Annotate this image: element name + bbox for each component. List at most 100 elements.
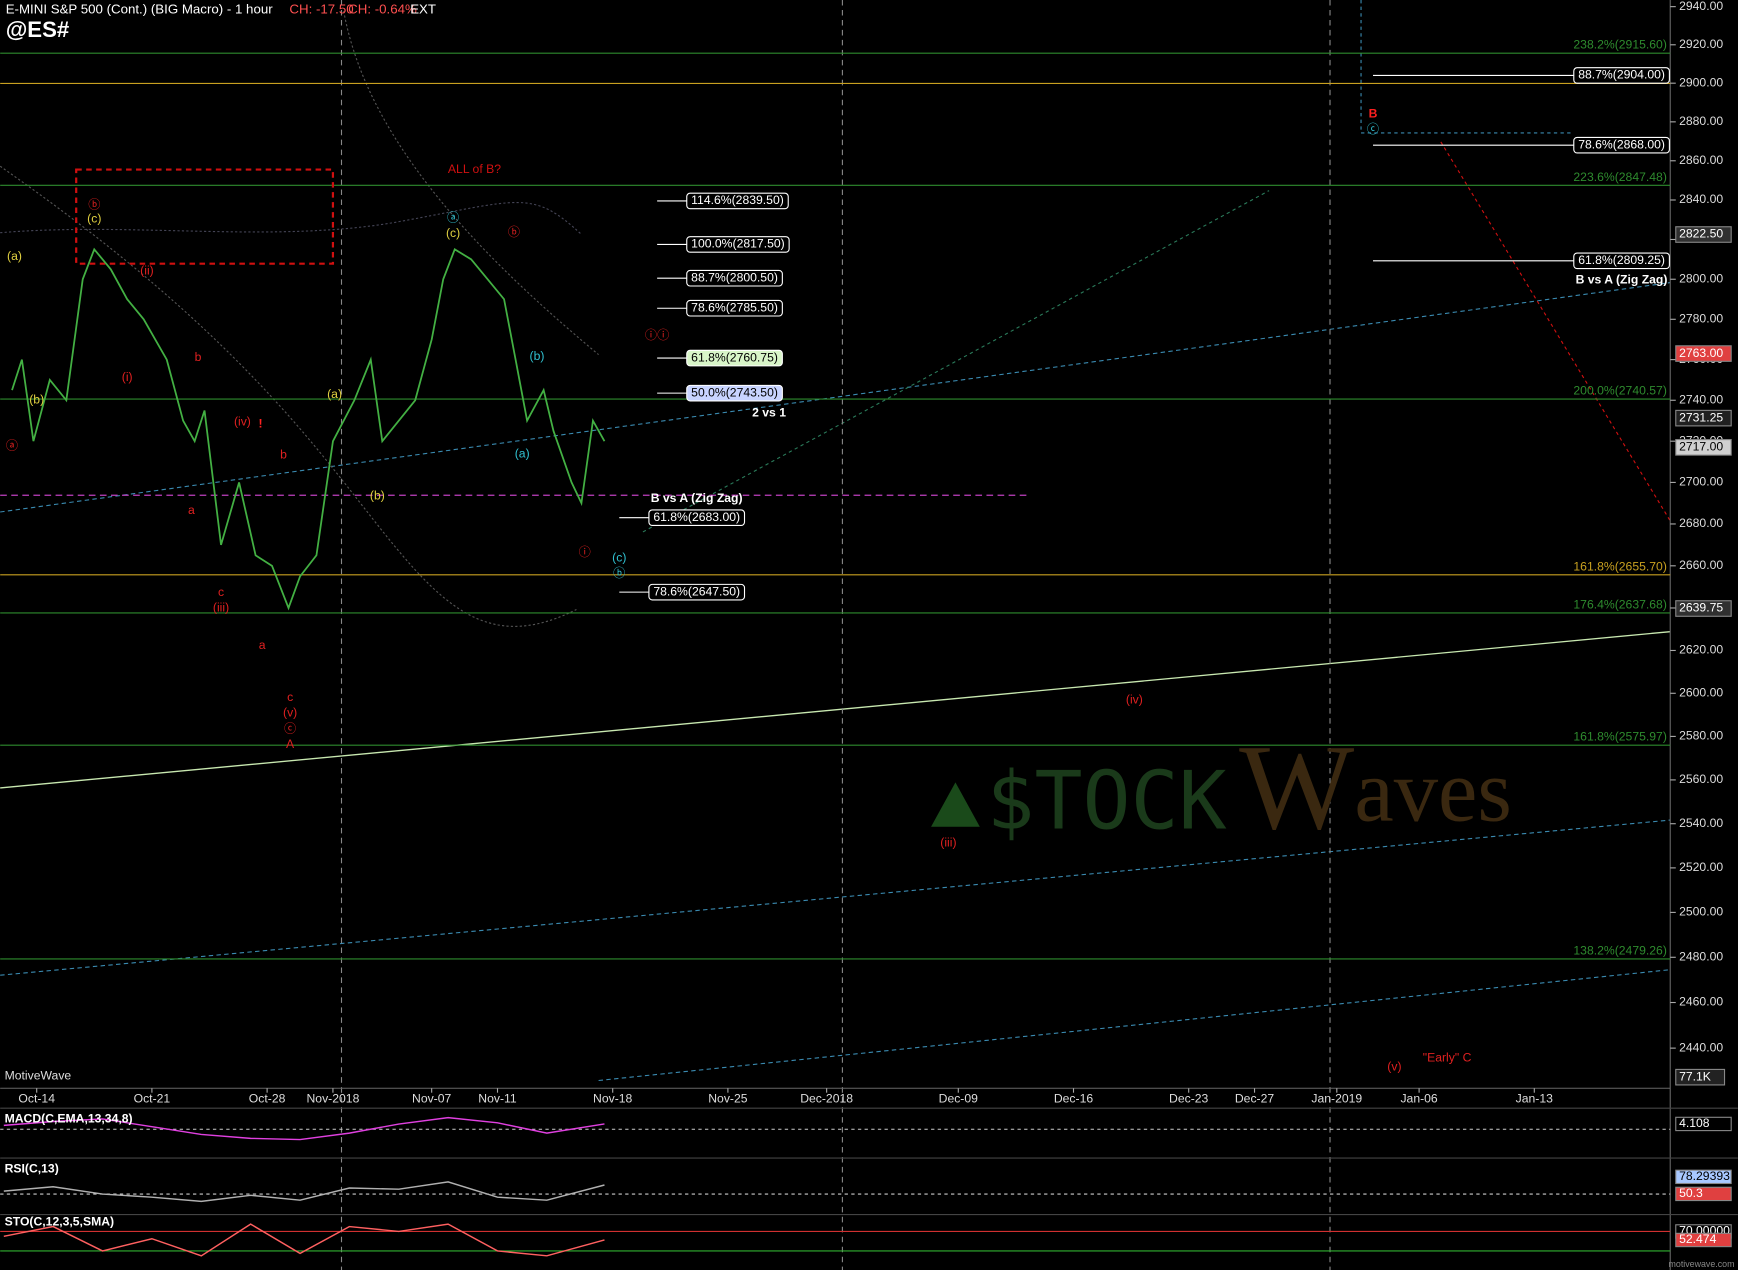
y-tick-label: 2860.00 bbox=[1679, 153, 1723, 167]
session: EXT bbox=[410, 1, 436, 16]
x-tick-label: Oct-21 bbox=[134, 1092, 171, 1106]
wave-label: (v) bbox=[283, 706, 297, 720]
wave-label: 2 vs 1 bbox=[752, 406, 786, 420]
target-label: 50.0%(2743.50) bbox=[691, 385, 778, 399]
x-tick-label: Jan-06 bbox=[1400, 1092, 1437, 1106]
y-tick-label: 2440.00 bbox=[1679, 1040, 1723, 1054]
fib-label: 161.8%(2575.97) bbox=[1573, 730, 1667, 744]
y-tick-label: 2920.00 bbox=[1679, 37, 1723, 51]
source: MotiveWave bbox=[5, 1068, 72, 1082]
wave-label: (b) bbox=[29, 392, 44, 406]
y-tick-label: 2840.00 bbox=[1679, 192, 1723, 206]
y-tick-label: 2460.00 bbox=[1679, 995, 1723, 1009]
x-tick-label: Dec-23 bbox=[1169, 1092, 1209, 1106]
fib-label: 138.2%(2479.26) bbox=[1573, 943, 1667, 957]
target-box bbox=[686, 269, 783, 287]
wave-label: ⓘ bbox=[579, 545, 591, 559]
volume-label: 77.1K bbox=[1679, 1069, 1711, 1083]
fib-label: 161.8%(2655.70) bbox=[1573, 559, 1667, 573]
y-tick-label: 2680.00 bbox=[1679, 516, 1723, 530]
price-marker bbox=[1675, 439, 1732, 456]
wave-label: (iii) bbox=[940, 836, 956, 850]
wave-label: ⓒ bbox=[1367, 122, 1379, 136]
y-tick-label: 2620.00 bbox=[1679, 643, 1723, 657]
y-tick-label: 2940.00 bbox=[1679, 0, 1723, 13]
x-tick-label: Nov-11 bbox=[478, 1092, 517, 1106]
watermark-logo bbox=[931, 782, 980, 827]
indicator-marker bbox=[1675, 1116, 1732, 1132]
target-box bbox=[1573, 136, 1670, 154]
volume-box bbox=[1675, 1068, 1726, 1086]
indicator-line bbox=[3, 1116, 605, 1141]
indicator-marker-label: 52.474 bbox=[1679, 1232, 1716, 1246]
wave-label: (b) bbox=[530, 349, 545, 363]
y-tick-label: 2600.00 bbox=[1679, 685, 1723, 699]
indicator-line bbox=[3, 1223, 605, 1257]
target-label: 61.8%(2760.75) bbox=[691, 350, 778, 364]
wave-label: ⓐ bbox=[6, 439, 18, 453]
target-label: 78.6%(2785.50) bbox=[691, 300, 778, 314]
target-label: 61.8%(2683.00) bbox=[653, 510, 740, 524]
wave-label: B vs A (Zig Zag) bbox=[651, 491, 743, 505]
price-marker-label: 2763.00 bbox=[1679, 346, 1723, 360]
fib-label: 176.4%(2637.68) bbox=[1573, 597, 1667, 611]
indicator-marker-label: 4.108 bbox=[1679, 1116, 1710, 1130]
y-tick-label: 2560.00 bbox=[1679, 772, 1723, 786]
price-marker bbox=[1675, 345, 1732, 362]
wave-label: b bbox=[195, 350, 202, 364]
wave-label: ALL of B? bbox=[448, 162, 501, 176]
y-tick-label: 2700.00 bbox=[1679, 475, 1723, 489]
target-label: 88.7%(2904.00) bbox=[1578, 68, 1665, 82]
watermark: $TOCK bbox=[986, 755, 1226, 848]
wave-label: a bbox=[188, 503, 195, 517]
wave-label: (c) bbox=[446, 226, 460, 240]
target-box bbox=[686, 384, 783, 402]
fib-label: 223.6%(2847.48) bbox=[1573, 170, 1667, 184]
wave-label: "Early" C bbox=[1423, 1050, 1472, 1064]
y-tick-label: 2520.00 bbox=[1679, 860, 1723, 874]
target-label: 88.7%(2800.50) bbox=[691, 270, 778, 284]
wave-label: c bbox=[218, 585, 224, 599]
wave-label: a bbox=[259, 638, 266, 652]
y-tick-label: 2540.00 bbox=[1679, 816, 1723, 830]
x-tick-label: Nov-2018 bbox=[307, 1092, 360, 1106]
x-tick-label: Dec-16 bbox=[1054, 1092, 1094, 1106]
x-tick-label: Dec-27 bbox=[1235, 1092, 1275, 1106]
price-marker bbox=[1675, 409, 1732, 427]
change: CH: -17.50 bbox=[289, 1, 353, 16]
price-line bbox=[11, 247, 606, 611]
y-tick-label: 2800.00 bbox=[1679, 271, 1723, 285]
indicator-marker bbox=[1675, 1169, 1732, 1185]
target-box bbox=[686, 349, 783, 367]
x-tick-label: Nov-25 bbox=[708, 1092, 748, 1106]
x-tick-label: Nov-18 bbox=[593, 1092, 633, 1106]
wave-label: b bbox=[280, 448, 287, 462]
price-marker bbox=[1675, 600, 1732, 617]
indicator-line bbox=[3, 1181, 605, 1203]
zone-box bbox=[75, 168, 335, 265]
wave-label: ! bbox=[258, 417, 262, 431]
target-box bbox=[686, 192, 789, 210]
indicator-title: STO(C,12,3,5,SMA) bbox=[5, 1215, 114, 1229]
wave-label: ⓐ bbox=[447, 211, 459, 225]
indicator-title: MACD(C,EMA,13,34,8) bbox=[5, 1112, 133, 1126]
wave-label: B bbox=[1369, 106, 1378, 120]
x-tick-label: Dec-2018 bbox=[800, 1092, 853, 1106]
trend-line bbox=[642, 190, 1270, 533]
wave-label: c bbox=[287, 690, 293, 704]
wave-label: (i) bbox=[122, 370, 133, 384]
wave-label: ⓑ bbox=[508, 225, 520, 239]
trend-line bbox=[598, 969, 1671, 1082]
watermark: W bbox=[1239, 720, 1354, 855]
fib-label: 238.2%(2915.60) bbox=[1573, 38, 1667, 52]
wave-label: (a) bbox=[327, 387, 342, 401]
target-box bbox=[1573, 252, 1670, 270]
target-box bbox=[686, 299, 783, 317]
target-label: 100.0%(2817.50) bbox=[691, 237, 785, 251]
trend-line bbox=[0, 631, 1671, 789]
target-box bbox=[648, 583, 746, 601]
price-marker-label: 2717.00 bbox=[1679, 440, 1723, 454]
wave-label: (iv) bbox=[1126, 693, 1143, 707]
